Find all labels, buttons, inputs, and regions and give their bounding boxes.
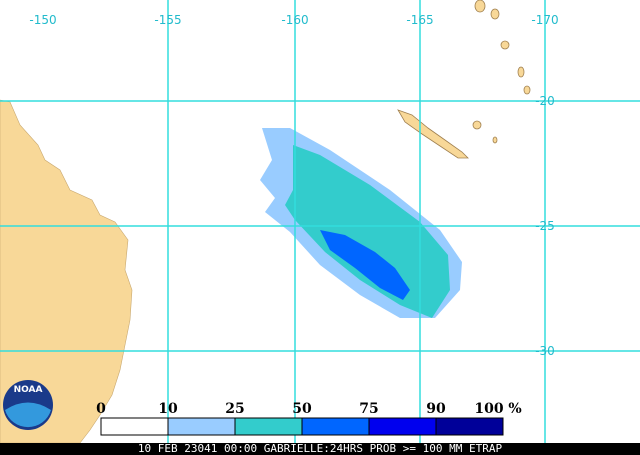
- lon-labels: -150 -155 -160 -165 -170: [29, 13, 558, 27]
- noaa-logo: NOAA: [3, 380, 53, 430]
- legend-label: 75: [359, 401, 378, 417]
- lon-label: -165: [406, 13, 433, 27]
- legend-label: 25: [225, 401, 244, 417]
- legend-swatch: [368, 417, 437, 436]
- islands: [472, 0, 531, 144]
- legend-swatch: [301, 417, 370, 436]
- prob-50: [320, 230, 410, 300]
- lat-label: -25: [535, 219, 555, 233]
- legend-label: 100: [474, 401, 503, 417]
- legend-label: 50: [292, 401, 312, 417]
- lon-label: -170: [531, 13, 558, 27]
- lon-label: -160: [281, 13, 308, 27]
- legend-swatch: [167, 417, 236, 436]
- prob-25: [285, 145, 450, 318]
- legend-swatch: [435, 417, 504, 436]
- lat-label: -30: [535, 344, 555, 358]
- legend-swatch: [234, 417, 303, 436]
- lon-label: -155: [154, 13, 181, 27]
- lat-labels: -20 -25 -30: [535, 94, 555, 358]
- graticule: [0, 0, 640, 443]
- legend-unit: %: [508, 401, 521, 417]
- legend: 0 10 25 50 75 90 100%: [96, 401, 522, 436]
- lon-label: -150: [29, 13, 56, 27]
- australia-land: [0, 99, 133, 444]
- lat-label: -20: [535, 94, 555, 108]
- legend-label: 90: [426, 401, 446, 417]
- legend-label: 0: [96, 401, 106, 417]
- legend-swatch: [100, 417, 169, 436]
- caption-bar: [0, 443, 640, 455]
- legend-label: 10: [158, 401, 178, 417]
- caption: 10 FEB 23041 00:00 GABRIELLE:24HRS PROB …: [138, 442, 503, 455]
- new-caledonia: [397, 109, 469, 159]
- logo-text: NOAA: [14, 385, 43, 395]
